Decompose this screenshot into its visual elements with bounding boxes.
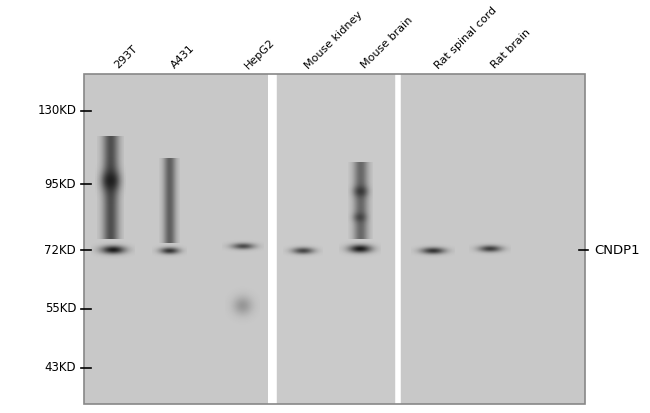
Text: CNDP1: CNDP1 bbox=[595, 244, 640, 257]
Bar bbox=[274, 74, 398, 404]
Bar bbox=[84, 74, 585, 404]
Bar bbox=[84, 74, 268, 404]
Text: 43KD: 43KD bbox=[45, 361, 76, 374]
Bar bbox=[398, 74, 585, 404]
Text: Rat brain: Rat brain bbox=[490, 28, 533, 71]
Text: HepG2: HepG2 bbox=[242, 37, 276, 71]
Text: 293T: 293T bbox=[112, 44, 139, 71]
Text: Mouse kidney: Mouse kidney bbox=[303, 9, 364, 71]
Text: A431: A431 bbox=[170, 43, 197, 71]
Text: Rat spinal cord: Rat spinal cord bbox=[433, 5, 499, 71]
Text: 72KD: 72KD bbox=[44, 244, 76, 257]
Text: Mouse brain: Mouse brain bbox=[360, 15, 415, 71]
Text: 55KD: 55KD bbox=[45, 302, 76, 316]
Text: 95KD: 95KD bbox=[45, 178, 76, 191]
Text: 130KD: 130KD bbox=[37, 104, 76, 117]
